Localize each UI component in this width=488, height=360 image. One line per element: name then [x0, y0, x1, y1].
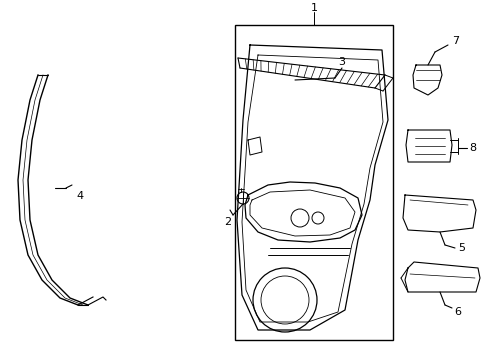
Text: 4: 4: [76, 191, 83, 201]
Text: 1: 1: [310, 3, 317, 13]
Text: 2: 2: [224, 217, 231, 227]
Bar: [235, 25, 392, 340]
Text: 3: 3: [338, 57, 345, 67]
Text: 7: 7: [451, 36, 459, 46]
Text: 5: 5: [458, 243, 465, 253]
Text: 8: 8: [468, 143, 476, 153]
Text: 6: 6: [453, 307, 461, 317]
